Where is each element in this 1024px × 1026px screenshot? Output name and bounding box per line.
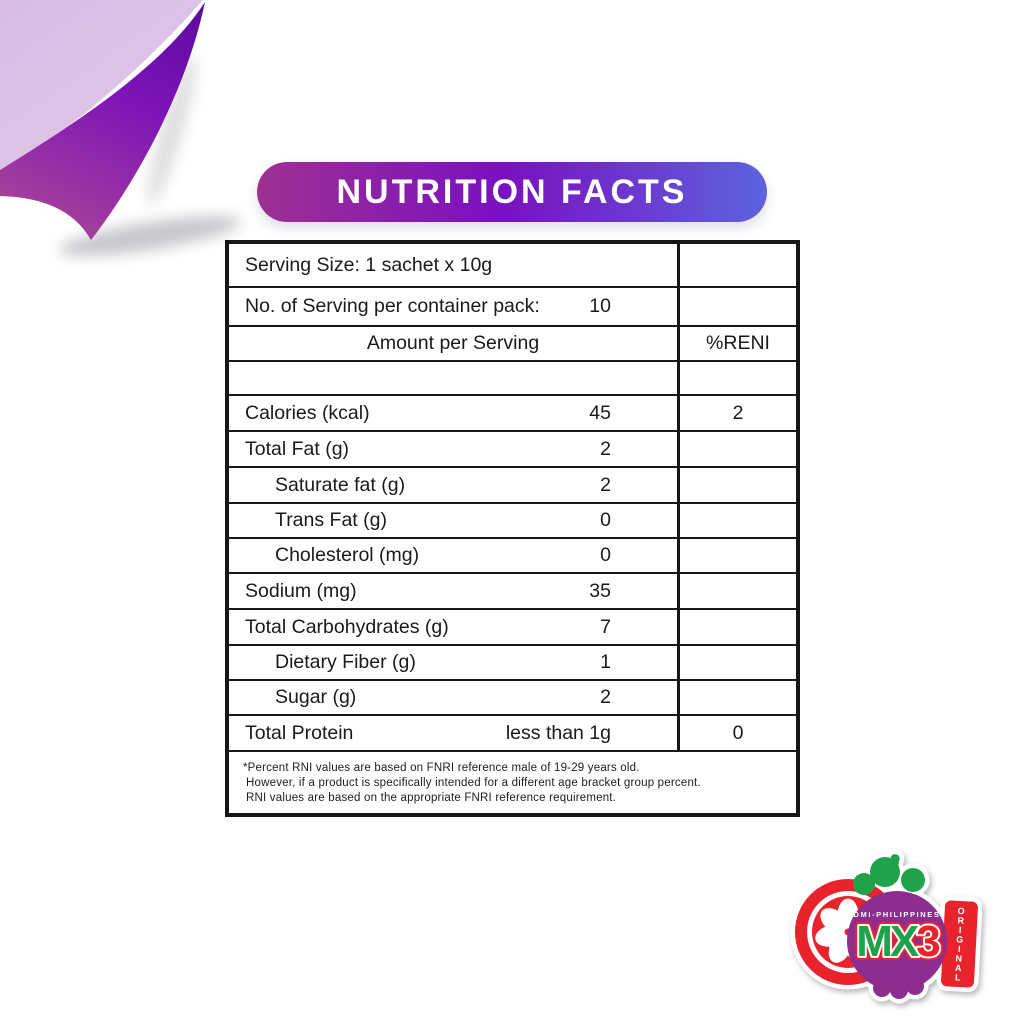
row-label: Calories (kcal) <box>245 401 370 424</box>
nutrition-table: Serving Size: 1 sachet x 10g No. of Serv… <box>225 240 800 817</box>
table-row: Sugar (g) 2 <box>229 681 796 716</box>
row-value: 2 <box>600 437 611 460</box>
table-row: Amount per Serving %RENI <box>229 327 796 362</box>
row-label: No. of Serving per container pack: <box>245 295 540 317</box>
mx3-logo-svg: O R I G I N A L DMI-PHILIPPINES <box>790 849 983 1004</box>
row-reni <box>677 432 796 466</box>
table-row: Saturate fat (g) 2 <box>229 468 796 504</box>
brand-text: MX3 <box>856 917 939 966</box>
badge-letter: N <box>955 953 962 963</box>
table-row: Serving Size: 1 sachet x 10g <box>229 244 796 288</box>
badge-letter: A <box>955 963 963 973</box>
row-value: 0 <box>600 509 611 531</box>
badge-letter: O <box>957 906 965 916</box>
footnote-line: RNI values are based on the appropriate … <box>246 792 617 805</box>
row-reni: 2 <box>677 396 796 430</box>
table-row: Trans Fat (g) 0 <box>229 504 796 539</box>
mangosteen-leaves-icon <box>853 854 925 895</box>
table-row-empty <box>229 362 796 396</box>
footnote-line: *Percent RNI values are based on FNRI re… <box>243 762 640 774</box>
row-reni <box>677 681 796 714</box>
table-footnote: *Percent RNI values are based on FNRI re… <box>229 752 796 813</box>
curl-shadow-bottom <box>59 216 241 256</box>
table-row: Dietary Fiber (g) 1 <box>229 646 796 681</box>
mx3-logo: O R I G I N A L DMI-PHILIPPINES <box>778 846 1008 1021</box>
row-label: Total Carbohydrates (g) <box>245 615 449 638</box>
row-reni <box>677 539 796 572</box>
nutrition-facts-banner: NUTRITION FACTS <box>257 162 767 222</box>
row-label: Total Protein <box>245 721 354 744</box>
table-row: No. of Serving per container pack: 10 <box>229 288 796 327</box>
row-reni <box>677 504 796 537</box>
table-row: Total Protein less than 1g 0 <box>229 716 796 752</box>
brand-text-outline-white: MX3 <box>856 917 939 966</box>
row-reni <box>677 468 796 502</box>
badge-letter: R <box>957 915 965 925</box>
logo-origin-text: DMI-PHILIPPINES <box>854 910 941 919</box>
footnote-line: However, if a product is specifically in… <box>246 777 701 790</box>
brand-text-outline-red: MX3 <box>856 917 939 966</box>
row-value: 0 <box>600 544 611 566</box>
badge-letter: I <box>958 944 961 954</box>
page-curl-svg <box>0 0 241 256</box>
badge-letter: G <box>956 934 964 944</box>
original-badge: O R I G I N A L <box>941 900 978 988</box>
row-value: 10 <box>589 295 611 317</box>
reni-header: %RENI <box>677 327 796 360</box>
row-label: Cholesterol (mg) <box>275 544 420 566</box>
curl-light-face <box>0 0 203 176</box>
table-row: Total Carbohydrates (g) 7 <box>229 610 796 646</box>
row-label: Total Fat (g) <box>245 437 350 460</box>
row-value: 1 <box>600 651 611 673</box>
row-label: Sodium (mg) <box>245 579 357 602</box>
row-reni <box>677 646 796 679</box>
row-value: 35 <box>589 579 611 602</box>
badge-letter: L <box>955 972 962 982</box>
row-value: less than 1g <box>505 721 611 744</box>
mangosteen-fruit-icon <box>847 891 947 999</box>
row-reni <box>677 574 796 608</box>
curl-dark-face <box>0 2 205 240</box>
row-value: 45 <box>589 401 611 424</box>
badge-letter: I <box>959 925 962 935</box>
row-value: 2 <box>600 473 611 496</box>
row-reni <box>677 610 796 644</box>
row-value: 7 <box>600 615 611 638</box>
row-value: 2 <box>600 686 611 708</box>
curl-shadow-edge <box>148 54 196 206</box>
table-row: Calories (kcal) 45 2 <box>229 396 796 432</box>
row-label: Saturate fat (g) <box>275 473 406 496</box>
page-title: NUTRITION FACTS <box>336 172 688 211</box>
row-label: Serving Size: 1 sachet x 10g <box>245 253 493 276</box>
row-label: Sugar (g) <box>275 686 357 708</box>
row-reni: 0 <box>677 716 796 750</box>
row-reni <box>677 244 796 286</box>
table-row: Cholesterol (mg) 0 <box>229 539 796 574</box>
row-label: Dietary Fiber (g) <box>275 651 416 673</box>
page-curl-decoration <box>0 0 320 320</box>
row-label: Amount per Serving <box>366 332 540 354</box>
row-label: Trans Fat (g) <box>275 509 387 531</box>
row-reni <box>677 288 796 325</box>
table-row: Total Fat (g) 2 <box>229 432 796 468</box>
table-row: Sodium (mg) 35 <box>229 574 796 610</box>
